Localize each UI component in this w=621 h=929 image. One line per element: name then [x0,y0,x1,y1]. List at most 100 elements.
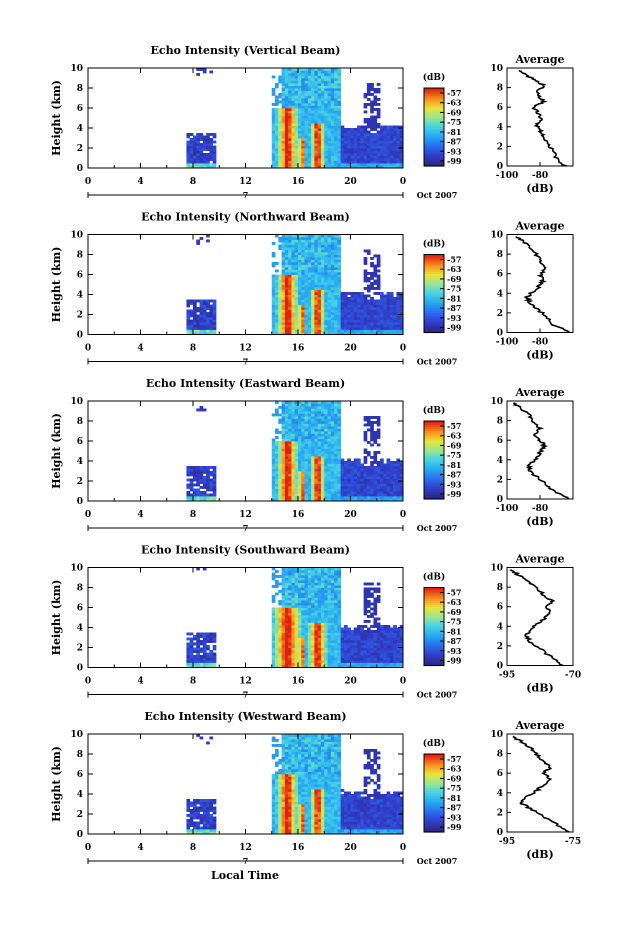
heatmap-cell [314,567,319,571]
heatmap-cell [209,640,214,643]
heatmap-cell [360,471,365,474]
heatmap-cell [370,496,374,499]
heatmap-cell [275,431,279,434]
heatmap-cell [376,421,381,424]
heatmap-cell [389,297,394,300]
heatmap-cell [324,277,328,280]
heatmap-cell [311,272,315,275]
heatmap-cell [301,655,305,658]
heatmap-cell [288,572,292,576]
heatmap-cell [301,160,305,164]
heatmap-cell [298,491,302,494]
heatmap-cell [307,488,312,492]
heatmap-cell [366,418,371,422]
heatmap-cell [202,491,207,494]
heatmap-cell [327,274,332,278]
heatmap-cell [347,466,351,469]
heatmap-cell [301,486,305,489]
heatmap-cell [320,244,325,248]
heatmap-cell [383,130,387,134]
colorbar-tick-label: -93 [447,313,462,323]
heatmap-cell [320,416,325,419]
heatmap-cell [294,468,299,472]
heatmap-cell [278,95,282,99]
heatmap-cell [366,496,371,499]
heatmap-cell [337,416,342,419]
heatmap-cell [307,451,312,454]
heatmap-cell [360,292,365,295]
heatmap-cell [298,595,302,598]
heatmap-cell [357,307,361,310]
heatmap-cell [330,446,335,449]
heatmap-cell [291,655,296,658]
heatmap-cell [281,95,286,99]
heatmap-cell [291,257,296,260]
heatmap-cell [350,299,355,303]
heatmap-cell [357,294,361,298]
heatmap-cell [304,451,309,454]
heatmap-cell [360,329,365,333]
heatmap-cell [294,140,299,144]
heatmap-cell [363,277,368,280]
average-x-label: (dB) [526,182,553,195]
heatmap-cell [334,408,338,412]
heatmap-cell [317,408,322,412]
heatmap-cell [337,135,342,139]
heatmap-cell [330,282,335,285]
heatmap-cell [288,580,292,583]
heatmap-cell [206,304,210,308]
heatmap-cell [317,456,322,459]
heatmap-cell [334,148,338,151]
heatmap-cell [278,130,282,134]
heatmap-cell [389,498,394,502]
heatmap-cell [294,605,299,608]
heatmap-cell [298,632,302,636]
heatmap-cell [327,130,332,134]
heatmap-cell [389,292,394,295]
heatmap-cell [314,130,319,134]
colorbar-swatch [424,148,444,151]
heatmap-cell [340,481,345,484]
heatmap-cell [314,269,319,273]
heatmap-cell [291,458,296,462]
heatmap-cell [360,165,365,169]
heatmap-cell [298,572,302,576]
heatmap-cell [291,448,296,452]
heatmap-cell [343,312,348,315]
heatmap-cell [281,446,286,449]
heatmap-cell [399,493,404,497]
heatmap-cell [206,481,210,484]
heatmap-cell [288,655,292,658]
heatmap-cell [301,312,305,315]
heatmap-cell [330,138,335,141]
heatmap-cell [304,486,309,489]
heatmap-cell [298,269,302,273]
heatmap-cell [320,428,325,432]
heatmap-cell [357,304,361,308]
heatmap-cell [193,468,197,472]
heatmap-cell [324,160,328,164]
heatmap-cell [199,317,204,320]
heatmap-cell [281,478,286,482]
heatmap-cell [314,406,319,409]
heatmap-cell [301,103,305,106]
heatmap-cell [278,630,282,633]
heatmap-cell [360,307,365,310]
heatmap-cell [196,138,200,141]
heatmap-cell [314,441,319,444]
heatmap-cell [284,647,289,651]
heatmap-cell [284,640,289,643]
heatmap-cell [294,153,299,156]
heatmap-cell [291,299,296,303]
colorbar-swatch [424,444,444,447]
heatmap-cell [206,165,210,169]
heatmap-cell [284,476,289,479]
heatmap-cell [386,473,391,477]
heatmap-cell [370,431,374,434]
x-tick-label: 0 [400,177,406,187]
heatmap-cell [393,327,397,330]
heatmap-cell [304,309,309,313]
heatmap-cell [196,642,200,646]
heatmap-cell [298,148,302,151]
heatmap-cell [311,234,315,238]
